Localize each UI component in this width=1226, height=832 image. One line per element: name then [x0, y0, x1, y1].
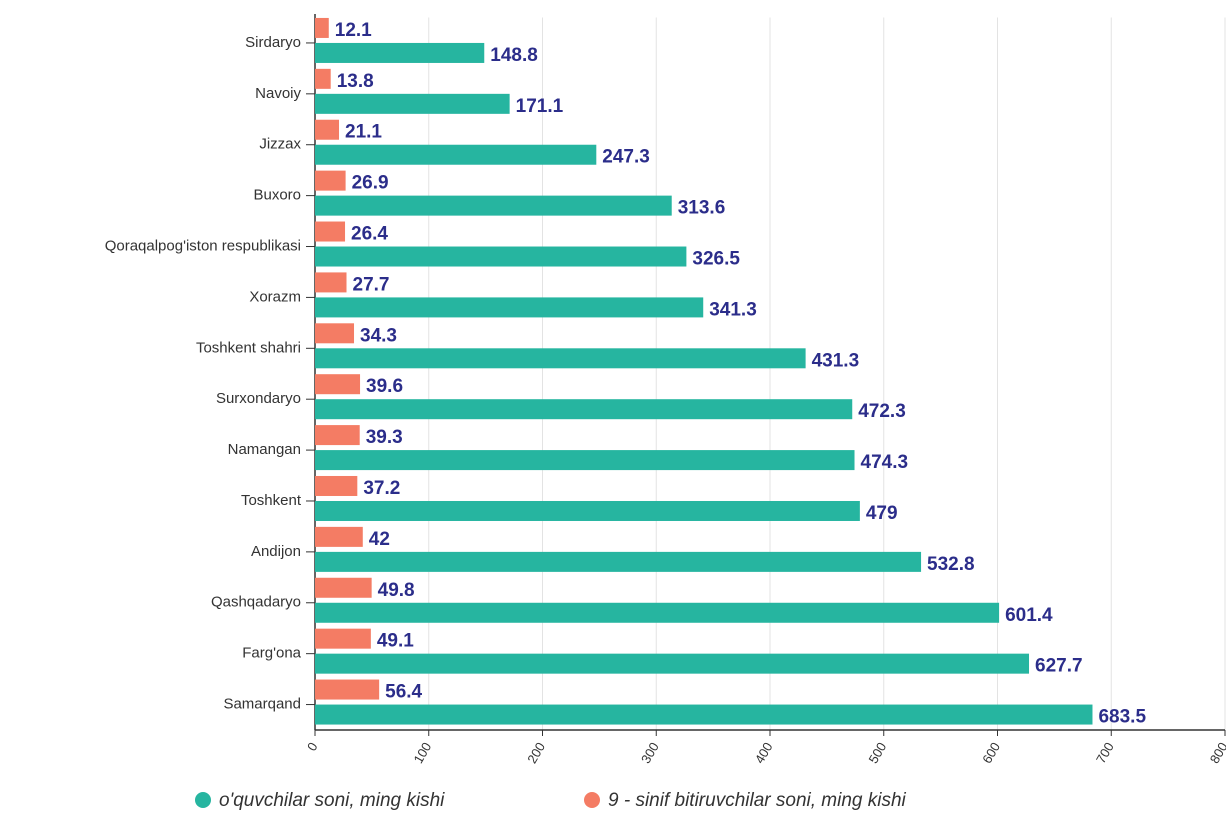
x-tick-label: 700 [1093, 740, 1117, 766]
bar [315, 425, 360, 446]
y-tick-label: Navoiy [255, 85, 301, 102]
bar [315, 628, 371, 649]
value-label: 12.1 [335, 20, 372, 41]
value-label: 37.2 [363, 478, 400, 499]
value-label: 313.6 [678, 198, 726, 219]
bar [315, 526, 363, 547]
value-label: 27.7 [353, 274, 390, 295]
bar [315, 170, 346, 191]
y-tick-label: Buxoro [253, 187, 301, 204]
y-tick-label: Farg'ona [242, 645, 301, 662]
bar [315, 119, 340, 140]
legend-label: 9 - sinif bitiruvchilar soni, ming kishi [608, 790, 907, 811]
value-label: 21.1 [345, 122, 382, 143]
bar [315, 144, 597, 165]
bar [315, 17, 329, 38]
y-tick-label: Jizzax [259, 136, 301, 153]
bar [315, 68, 331, 89]
x-tick-label: 800 [1207, 740, 1226, 766]
x-tick-label: 300 [638, 740, 662, 766]
value-label: 42 [369, 529, 390, 550]
bar [315, 272, 347, 293]
value-label: 39.6 [366, 376, 403, 397]
value-label: 49.1 [377, 631, 414, 652]
legend-label: o'quvchilar soni, ming kishi [219, 790, 445, 811]
legend-marker [584, 792, 600, 808]
bar [315, 577, 372, 598]
bar [315, 551, 922, 572]
value-label: 474.3 [861, 452, 909, 473]
x-tick-label: 400 [752, 740, 776, 766]
value-label: 26.4 [351, 224, 388, 245]
x-tick-label: 100 [410, 740, 434, 766]
value-label: 326.5 [692, 249, 740, 270]
value-label: 341.3 [709, 299, 757, 320]
bar [315, 42, 485, 63]
value-label: 627.7 [1035, 656, 1083, 677]
bar [315, 246, 687, 267]
value-label: 431.3 [812, 350, 860, 371]
y-tick-label: Samarqand [223, 696, 301, 713]
value-label: 247.3 [602, 147, 650, 168]
value-label: 13.8 [337, 71, 374, 92]
x-tick-label: 500 [865, 740, 889, 766]
x-tick-label: 0 [304, 740, 321, 754]
bar [315, 399, 853, 420]
value-label: 601.4 [1005, 605, 1053, 626]
y-tick-label: Namangan [228, 441, 301, 458]
value-label: 532.8 [927, 554, 975, 575]
bar [315, 679, 380, 700]
y-tick-label: Qoraqalpog'iston respublikasi [105, 237, 301, 254]
x-tick-label: 200 [524, 740, 548, 766]
bar [315, 653, 1030, 674]
value-label: 148.8 [490, 45, 538, 66]
legend-marker [195, 792, 211, 808]
y-tick-label: Xorazm [249, 288, 301, 305]
y-tick-label: Toshkent [241, 492, 302, 509]
bar [315, 348, 806, 369]
bar [315, 475, 358, 496]
value-label: 171.1 [516, 96, 564, 117]
value-label: 472.3 [858, 401, 906, 422]
x-tick-label: 600 [979, 740, 1003, 766]
y-tick-label: Surxondaryo [216, 390, 301, 407]
bar [315, 297, 704, 318]
bar [315, 323, 355, 344]
bar [315, 195, 672, 216]
y-tick-label: Qashqadaryo [211, 594, 301, 611]
bar [315, 500, 860, 521]
y-tick-label: Sirdaryo [245, 34, 301, 51]
bar [315, 374, 361, 395]
y-tick-label: Toshkent shahri [196, 339, 301, 356]
value-label: 49.8 [378, 580, 415, 601]
y-tick-label: Andijon [251, 543, 301, 560]
bar [315, 93, 510, 114]
value-label: 683.5 [1098, 707, 1146, 728]
value-label: 34.3 [360, 325, 397, 346]
bar [315, 704, 1093, 725]
bar [315, 221, 346, 242]
value-label: 26.9 [352, 173, 389, 194]
bar [315, 450, 855, 471]
bar [315, 602, 1000, 623]
value-label: 479 [866, 503, 898, 524]
value-label: 56.4 [385, 682, 422, 703]
value-label: 39.3 [366, 427, 403, 448]
